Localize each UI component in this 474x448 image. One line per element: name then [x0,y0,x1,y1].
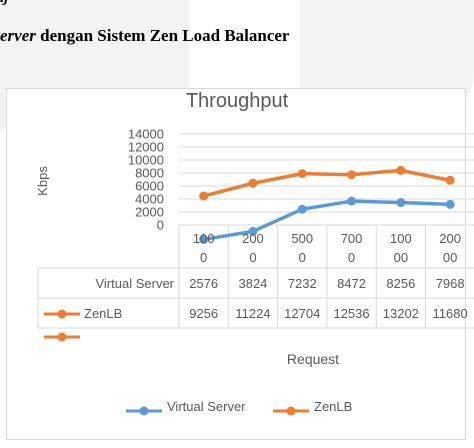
legend-key-marker [286,406,296,416]
x-axis-label: Request [287,351,339,367]
table-value-label: 2576 [189,276,218,291]
x-tick-label: 0 [299,250,306,265]
y-tick-label: 10000 [128,153,164,168]
table-value-label: 11224 [235,306,270,321]
series-line [201,199,452,242]
series-point [297,204,307,214]
series-point [347,170,357,180]
y-tick-label: 0 [157,218,164,233]
x-tick-label: 00 [394,250,408,265]
series-point [297,169,307,179]
y-tick-label: 8000 [135,166,164,181]
table-series-name: Virtual Server [95,276,174,291]
table-value-label: 11680 [433,306,468,321]
table-value-label: 3824 [238,276,267,291]
series-point [396,165,406,175]
figure-heading: erver dengan Sistem Zen Load Balancer [0,26,289,46]
legend-key-marker [139,406,149,416]
series-point [347,196,357,206]
x-tick-label: 100 [193,231,215,246]
table-value-label: 13202 [383,306,419,321]
table-value-label: 8472 [337,276,366,291]
series-point [445,175,455,185]
y-tick-label: 12000 [128,140,164,155]
series-point [199,191,209,201]
x-tick-label: 0 [249,250,256,265]
table-value-label: 12704 [284,306,320,321]
series-point [445,199,455,209]
table-value-label: 8256 [386,276,415,291]
x-tick-label: 0 [348,250,355,265]
series-point [248,178,258,188]
cut-off-text: lj [0,0,48,7]
table-value-label: 12536 [333,306,369,321]
chart-title: Throughput [186,90,289,112]
y-tick-label: 6000 [135,179,164,194]
series-point [199,234,209,244]
series-point [396,198,406,208]
x-tick-label: 0 [200,250,207,265]
heading-text: dengan Sistem Zen Load Balancer [35,26,290,45]
x-tick-label: 500 [291,231,313,246]
table-value-label: 9256 [189,306,218,321]
stray-legend-key-marker [57,332,67,342]
x-tick-label: 200 [439,231,461,246]
heading-italic: erver [0,26,36,45]
x-tick-label: 100 [390,231,412,246]
y-tick-label: 14000 [128,127,164,142]
table-legend-key-marker [57,309,67,319]
x-tick-label: 00 [443,250,457,265]
legend-label: Virtual Server [167,399,246,414]
legend-label: ZenLB [314,399,352,414]
series-line [201,168,452,198]
y-tick-label: 4000 [135,192,164,207]
table-value-label: 7968 [436,276,465,291]
y-tick-label: 2000 [135,205,164,220]
y-axis-label: Kbps [35,166,50,196]
x-tick-label: 200 [242,231,264,246]
table-series-name: ZenLB [84,306,122,321]
table-value-label: 7232 [288,276,317,291]
series-point [248,226,258,236]
x-tick-label: 700 [341,231,363,246]
